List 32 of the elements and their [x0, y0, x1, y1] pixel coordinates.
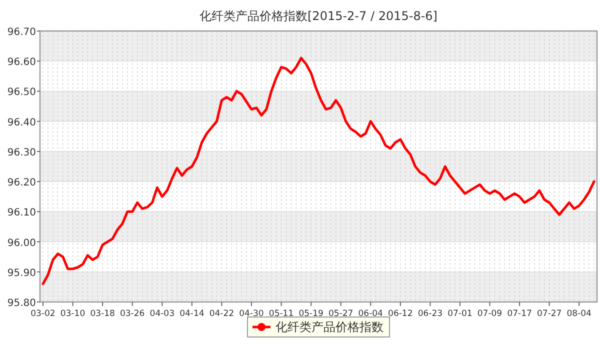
y-tick-label: 95.90 [7, 268, 36, 279]
x-tick-label: 03-02 [30, 309, 56, 319]
x-tick-label: 06-12 [388, 309, 413, 319]
x-tick-label: 05-27 [328, 309, 354, 319]
y-tick-label: 96.50 [7, 87, 36, 98]
x-tick-label: 06-23 [418, 309, 443, 319]
x-tick-label: 03-26 [120, 309, 145, 319]
x-tick-label: 08-04 [566, 309, 592, 319]
x-tick-label: 04-14 [180, 309, 204, 319]
x-tick-label: 05-19 [298, 309, 324, 319]
x-tick-label: 07-09 [477, 309, 502, 319]
y-tick-label: 96.30 [7, 147, 36, 158]
y-tick-label: 96.40 [7, 117, 36, 128]
x-tick-label: 04-22 [209, 309, 234, 319]
y-tick-label: 96.70 [7, 27, 36, 38]
x-tick-label: 07-27 [536, 309, 562, 319]
x-tick-label: 07-01 [448, 309, 472, 319]
y-tick-label: 96.20 [7, 178, 36, 189]
y-tick-label: 95.80 [7, 298, 36, 309]
x-tick-label: 07-17 [507, 309, 532, 319]
line-series [42, 56, 596, 286]
x-tick-label: 04-03 [150, 309, 174, 319]
y-tick-label: 96.60 [7, 57, 36, 68]
x-tick-label: 03-18 [90, 309, 115, 319]
y-tick-label: 96.10 [7, 208, 36, 219]
y-tick-label: 96.00 [7, 238, 36, 249]
chart-title: 化纤类产品价格指数[2015-2-7 / 2015-8-6] [200, 9, 438, 23]
x-tick-label: 05-11 [268, 309, 294, 319]
legend-label: 化纤类产品价格指数 [276, 320, 384, 334]
x-tick-label: 04-30 [239, 309, 264, 319]
x-tick-label: 03-10 [60, 309, 86, 319]
x-tick-label: 06-04 [358, 309, 383, 319]
